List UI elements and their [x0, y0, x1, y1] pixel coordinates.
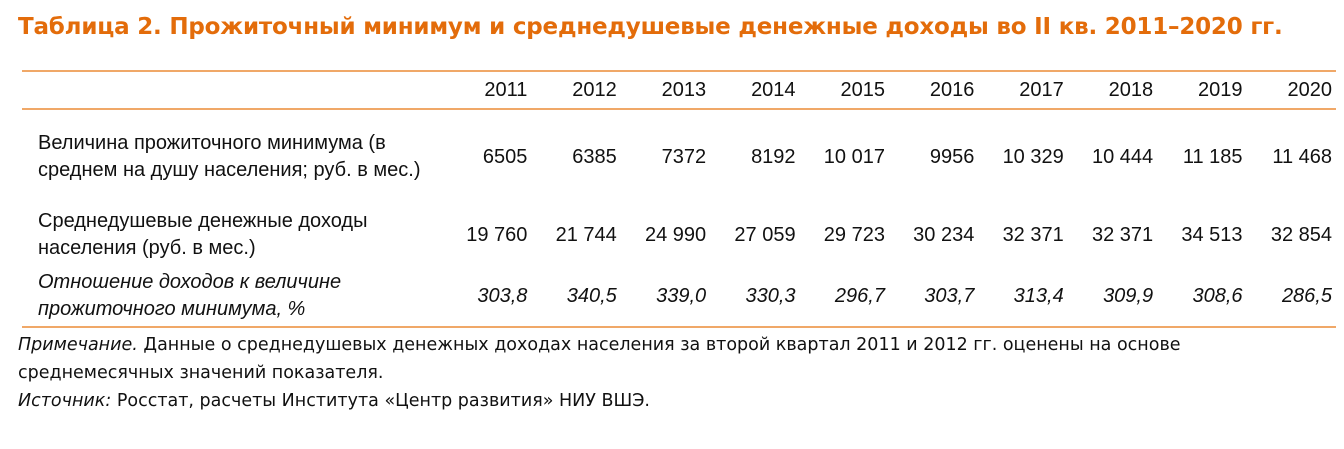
table-cell: 308,6: [1157, 266, 1247, 328]
table-cell: 11 468: [1272, 145, 1332, 168]
source-paragraph: Источник: Росстат, расчеты Института «Це…: [18, 387, 1328, 415]
table-cell: 32 854: [1270, 223, 1332, 246]
year-header: 2016: [888, 70, 979, 110]
table-cell: 19 760: [466, 223, 528, 246]
table-cell: 339,0: [620, 266, 711, 328]
table-cell: 32 371: [1091, 223, 1154, 246]
table-title: Таблица 2. Прожиточный минимум и среднед…: [18, 14, 1283, 40]
year-header: 2011: [442, 70, 532, 110]
table-cell: 286,5: [1246, 266, 1336, 328]
table-cell: 9956: [929, 145, 975, 168]
source-label: Источник:: [18, 391, 112, 411]
table-cell: 309,9: [1067, 266, 1158, 328]
year-header: 2020: [1246, 70, 1336, 110]
table-cell: 29 723: [823, 223, 885, 246]
table-notes: Примечание. Данные о среднедушевых денеж…: [18, 331, 1328, 415]
table-cell: 8192: [751, 145, 796, 168]
note-label: Примечание.: [18, 335, 138, 355]
note-paragraph: Примечание. Данные о среднедушевых денеж…: [18, 331, 1328, 387]
data-table: 2011 2012 2013 2014 2015 2016 2017 2018 …: [22, 70, 1336, 328]
table-cell: 6505: [482, 145, 528, 168]
table-cell: 10 444: [1091, 145, 1154, 168]
table-cell: 27 059: [734, 223, 796, 246]
header-row: 2011 2012 2013 2014 2015 2016 2017 2018 …: [22, 70, 1336, 110]
table-cell: 30 234: [913, 223, 975, 246]
table-cell: 24 990: [645, 223, 707, 246]
table-cell: 32 371: [1002, 223, 1064, 246]
table-cell: 340,5: [531, 266, 621, 328]
table-cell: 21 744: [555, 223, 617, 246]
year-header: 2014: [710, 70, 800, 110]
row-label-average-income: Среднедушевые денежные доходы населения …: [38, 210, 368, 259]
year-header: 2012: [531, 70, 621, 110]
table-cell: 10 017: [823, 145, 885, 168]
source-text: Росстат, расчеты Института «Центр развит…: [116, 391, 650, 411]
header-corner: [22, 70, 442, 110]
year-header: 2018: [1067, 70, 1158, 110]
note-text: Данные о среднедушевых денежных доходах …: [18, 335, 1181, 383]
table-row: Отношение доходов к величине прожиточног…: [22, 266, 1336, 328]
table-row: Величина прожиточного минимума (в средне…: [22, 109, 1336, 204]
row-label-income-ratio: Отношение доходов к величине прожиточног…: [22, 266, 442, 328]
table-cell: 330,3: [710, 266, 800, 328]
table-row: Среднедушевые денежные доходы населения …: [22, 204, 1336, 266]
table-cell: 303,8: [442, 266, 532, 328]
table-cell: 7372: [661, 145, 707, 168]
row-label-subsistence-minimum: Величина прожиточного минимума (в средне…: [38, 132, 421, 181]
year-header: 2017: [978, 70, 1068, 110]
table-cell: 303,7: [888, 266, 979, 328]
table-cell: 313,4: [978, 266, 1068, 328]
year-header: 2013: [620, 70, 711, 110]
table-cell: 296,7: [799, 266, 889, 328]
table-cell: 6385: [572, 145, 617, 168]
table-cell: 34 513: [1181, 223, 1243, 246]
table-cell: 11 185: [1182, 145, 1243, 168]
year-header: 2019: [1157, 70, 1247, 110]
table-cell: 10 329: [1002, 145, 1064, 168]
year-header: 2015: [799, 70, 889, 110]
